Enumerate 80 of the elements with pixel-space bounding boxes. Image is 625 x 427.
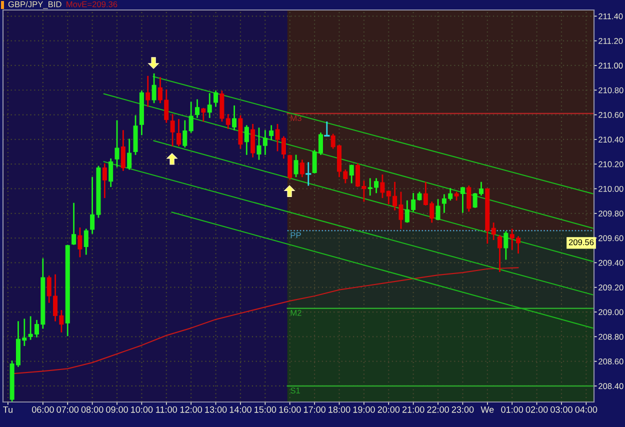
annotation: 209.56 (568, 239, 594, 246)
y-tick-label: 209.80 (598, 210, 624, 216)
x-tick-label: 11:00 (156, 406, 177, 413)
x-tick-label: 06:00 (32, 406, 54, 413)
y-tick-label: 208.40 (598, 383, 624, 390)
candlestick (72, 202, 76, 245)
candlestick (170, 114, 175, 146)
candlestick (324, 121, 330, 137)
x-tick-label: 23:00 (452, 406, 474, 413)
x-tick-label: 16:00 (279, 406, 301, 413)
candlestick (195, 99, 200, 118)
x-tick-label: We (480, 406, 494, 413)
x-tick-label: 19:00 (353, 406, 375, 413)
x-tick-label: 04:00 (575, 406, 598, 413)
candlestick (491, 222, 496, 240)
y-tick-label: 209.20 (598, 284, 624, 290)
x-tick-label: 08:00 (81, 406, 104, 413)
chart-title: GBP/JPY_BID (8, 1, 62, 9)
candlestick (504, 231, 508, 260)
x-tick-label: 21:00 (402, 406, 424, 413)
candlestick (207, 93, 212, 118)
y-tick-label: 211.00 (598, 62, 623, 69)
candlestick (146, 76, 150, 107)
ref-line-label: S1 (290, 388, 300, 394)
y-tick-label: 209.40 (598, 260, 624, 266)
x-tick-label: 02:00 (526, 406, 548, 413)
candlestick (460, 186, 465, 213)
candlestick (306, 162, 312, 186)
candlestick (84, 228, 88, 255)
candlestick (269, 125, 274, 140)
x-tick-label: 07:00 (56, 406, 79, 413)
x-tick-label: 15:00 (254, 406, 276, 413)
candlestick (188, 102, 194, 133)
candlestick (497, 234, 502, 272)
x-tick-label: 03:00 (550, 406, 572, 413)
candlestick (232, 105, 237, 130)
candlestick (120, 130, 126, 171)
candlestick (127, 138, 132, 170)
candlestick (436, 199, 440, 220)
y-tick-label: 211.40 (598, 13, 623, 20)
candlestick (288, 154, 292, 180)
candlestick (300, 160, 304, 178)
candlestick (114, 120, 120, 168)
x-tick-label: 22:00 (427, 406, 449, 413)
y-tick-label: 208.80 (598, 334, 624, 340)
candlestick (108, 158, 114, 187)
y-tick-label: 210.20 (598, 161, 624, 168)
text: MovE=209.36 (66, 1, 118, 8)
y-tick-label: 210.00 (598, 186, 624, 192)
y-tick-label: 210.40 (598, 136, 624, 143)
x-tick-label: 01:00 (501, 406, 524, 413)
candlestick (182, 120, 188, 148)
y-tick-label: 210.60 (598, 112, 624, 118)
candlestick (214, 90, 218, 107)
x-tick-label: 14:00 (230, 406, 252, 413)
ref-line-label: M2 (290, 310, 302, 316)
candlestick (102, 163, 107, 198)
x-tick-label: 17:00 (304, 406, 326, 413)
candlestick (466, 186, 472, 212)
x-tick-label: 18:00 (328, 406, 350, 413)
ref-line-label: PP (290, 232, 301, 238)
candlestick (349, 164, 354, 184)
candlestick (201, 108, 206, 122)
candlestick (78, 227, 82, 258)
x-tick-label: 09:00 (106, 406, 128, 413)
candlestick (244, 125, 249, 155)
candlestick (176, 119, 181, 146)
x-tick-label: 20:00 (378, 406, 400, 413)
y-tick-label: 209.00 (598, 309, 624, 316)
x-tick-label: 10:00 (131, 406, 153, 413)
x-tick-label: Tu (3, 406, 12, 413)
y-tick-label: 208.60 (598, 358, 624, 364)
x-tick-label: 12:00 (180, 406, 202, 413)
x-tick-label: 13:00 (205, 406, 227, 413)
candlestick (152, 73, 156, 104)
y-tick-label: 210.80 (598, 87, 624, 94)
candlestick (294, 154, 298, 178)
y-tick-label: 211.20 (598, 38, 623, 44)
candlestick (250, 124, 256, 158)
y-tick-label: 209.60 (598, 235, 624, 242)
